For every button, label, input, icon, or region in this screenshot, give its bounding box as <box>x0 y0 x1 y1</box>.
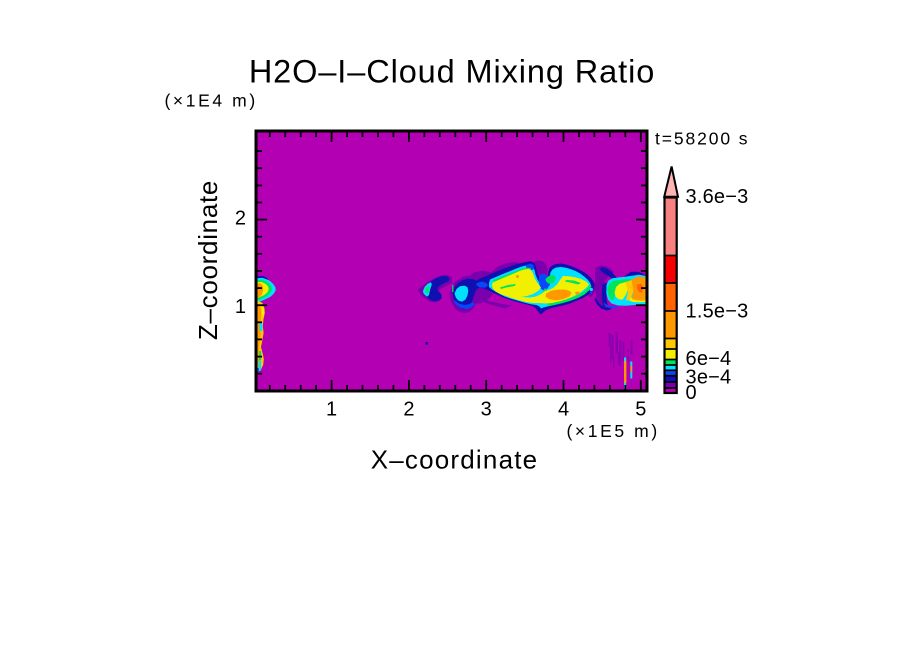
svg-text:3.6e−3: 3.6e−3 <box>686 186 749 208</box>
svg-text:(×1E4 m): (×1E4 m) <box>165 91 258 111</box>
svg-text:6e−4: 6e−4 <box>686 348 732 370</box>
svg-text:1.5e−3: 1.5e−3 <box>686 301 749 323</box>
svg-text:2: 2 <box>403 399 414 421</box>
svg-text:0: 0 <box>686 382 697 404</box>
svg-text:X–coordinate: X–coordinate <box>371 445 539 475</box>
svg-text:4: 4 <box>558 399 569 421</box>
svg-text:3: 3 <box>481 399 492 421</box>
svg-text:(×1E5 m): (×1E5 m) <box>567 421 660 441</box>
svg-text:H2O–I–Cloud Mixing Ratio: H2O–I–Cloud Mixing Ratio <box>249 54 655 90</box>
svg-text:1: 1 <box>235 296 246 318</box>
svg-text:3e−4: 3e−4 <box>686 367 732 389</box>
svg-text:2: 2 <box>235 208 246 230</box>
svg-text:Z–coordinate: Z–coordinate <box>193 180 223 340</box>
svg-text:t=58200 s: t=58200 s <box>655 129 749 149</box>
svg-text:5: 5 <box>635 399 646 421</box>
svg-text:1: 1 <box>326 399 337 421</box>
